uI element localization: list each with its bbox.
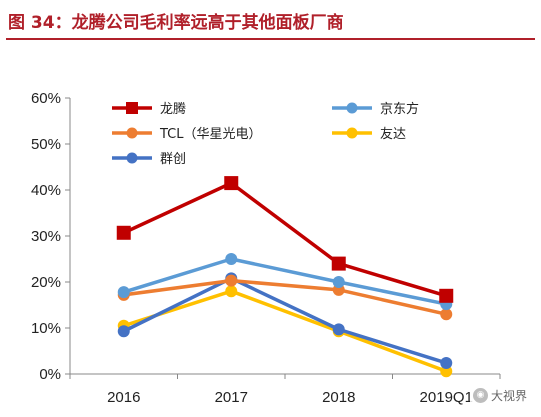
- data-point: [332, 276, 345, 288]
- series-line: [123, 257, 447, 306]
- y-tick-label: 50%: [31, 136, 61, 153]
- legend-label: 龙腾: [160, 101, 186, 117]
- x-tick-label: 2018: [322, 389, 355, 406]
- chart-axes: 0% 10% 20% 30% 40% 50% 60% 2016 2017 2018 2019Q1: [31, 90, 501, 406]
- data-point: [440, 365, 453, 378]
- watermark: ◉ 大视界: [470, 386, 531, 405]
- y-tick-label: 0%: [39, 366, 61, 383]
- data-point: [117, 286, 130, 299]
- y-tick-label: 40%: [31, 182, 61, 199]
- legend-marker: [346, 102, 358, 114]
- data-point: [224, 176, 239, 191]
- series-line: [123, 289, 447, 373]
- y-tick-label: 60%: [31, 90, 61, 107]
- legend-marker: [126, 102, 138, 114]
- data-point: [440, 308, 453, 321]
- legend-label: 友达: [380, 126, 406, 142]
- data-point: [116, 225, 131, 240]
- x-tick-label: 2017: [215, 389, 248, 406]
- legend-label: 京东方: [380, 101, 419, 117]
- data-point: [332, 323, 345, 336]
- x-tick-label: 2016: [107, 389, 140, 406]
- series-line: [122, 276, 447, 365]
- data-point: [439, 288, 454, 303]
- legend-marker: [346, 127, 358, 139]
- y-tick-label: 20%: [31, 274, 61, 291]
- watermark-text: 大视界: [491, 389, 528, 403]
- legend-label: 群创: [160, 152, 186, 167]
- title-rule: [6, 38, 535, 40]
- data-point: [331, 256, 346, 271]
- series-lines: [116, 176, 454, 378]
- series-line: [123, 278, 447, 316]
- y-tick-label: 10%: [31, 320, 61, 337]
- data-point: [225, 274, 238, 287]
- data-point: [117, 325, 130, 338]
- series-line: [123, 181, 447, 298]
- watermark-eye-icon: ◉: [473, 388, 488, 403]
- data-point: [440, 356, 453, 369]
- figure-title: 图 34：龙腾公司毛利率远高于其他面板厂商: [8, 13, 344, 33]
- legend-marker: [126, 152, 138, 164]
- legend-label: TCL（华星光电）: [159, 127, 262, 142]
- legend-marker: [126, 127, 138, 139]
- x-tick-label: 2019Q1: [420, 389, 473, 406]
- data-point: [225, 253, 238, 265]
- y-tick-label: 30%: [31, 228, 61, 245]
- data-point: [225, 285, 238, 298]
